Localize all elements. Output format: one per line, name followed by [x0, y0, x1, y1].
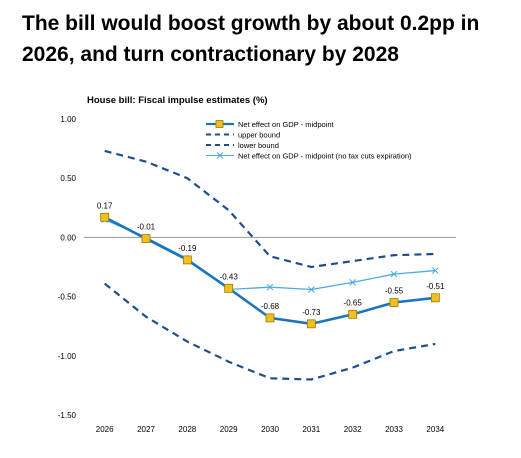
y-tick-label: -1.50 [58, 411, 77, 420]
series-layer [103, 149, 436, 381]
data-point [100, 212, 110, 222]
y-tick-label: -0.50 [58, 293, 77, 302]
x-tick-label: 2026 [96, 425, 114, 434]
legend-marker [216, 152, 224, 159]
legend-label: Net effect on GDP - midpoint (no tax cut… [238, 152, 412, 161]
series-line [104, 149, 436, 269]
data-label: -0.19 [178, 244, 197, 253]
data-label: -0.51 [426, 282, 445, 291]
data-point [307, 286, 315, 293]
legend-entry: upper bound [206, 131, 280, 140]
data-labels: 0.17 -0.01 -0.19 -0.43 -0.68 -0.73 -0.65 -0.55 -… [97, 201, 445, 317]
x-tick-label: 2027 [137, 425, 155, 434]
data-label: -0.43 [220, 272, 239, 281]
chart-title: House bill: Fiscal impulse estimates (%) [87, 95, 268, 106]
data-point [224, 283, 234, 293]
y-tick-label: -1.00 [58, 352, 77, 361]
chart-legend: Net effect on GDP - midpoint upper boundl… [206, 120, 412, 161]
series-line [103, 282, 436, 381]
data-label: -0.73 [302, 308, 321, 317]
x-axis: 2026 2027 2028 2029 2030 2031 2032 2033 2034 [96, 425, 445, 434]
legend-entry: lower bound [206, 141, 279, 150]
x-tick-label: 2030 [261, 425, 279, 434]
y-tick-label: 1.00 [60, 115, 76, 124]
data-point [141, 234, 151, 243]
y-tick-label: 0.50 [60, 174, 76, 183]
x-tick-label: 2032 [344, 425, 362, 434]
legend-entry: Net effect on GDP - midpoint (no tax cut… [206, 152, 412, 161]
x-tick-label: 2033 [385, 425, 403, 434]
x-tick-label: 2031 [302, 425, 320, 434]
x-tick-label: 2034 [426, 425, 444, 434]
data-point [431, 267, 439, 274]
chart-headline: The bill would boost growth by about 0.2… [22, 12, 480, 66]
data-label: -0.01 [137, 223, 156, 232]
legend-label: lower bound [238, 141, 279, 150]
marker-layer [100, 212, 440, 329]
legend-entry: Net effect on GDP - midpoint [206, 120, 335, 129]
data-point [390, 270, 398, 278]
data-point [182, 255, 192, 265]
data-point [348, 309, 358, 319]
legend-marker [215, 120, 224, 128]
data-label: -0.55 [385, 287, 404, 296]
data-point [265, 313, 275, 323]
x-tick-label: 2028 [178, 425, 196, 434]
data-point [349, 279, 357, 286]
data-point [430, 293, 440, 303]
x-tick-label: 2029 [220, 425, 238, 434]
data-point [306, 319, 316, 329]
data-label: 0.17 [97, 201, 113, 210]
data-point [266, 283, 274, 291]
y-tick-label: 0.00 [60, 233, 76, 242]
legend-label: upper bound [238, 131, 280, 140]
data-label: -0.65 [344, 298, 363, 307]
data-point [389, 298, 399, 307]
data-label: -0.68 [261, 302, 280, 311]
legend-label: Net effect on GDP - midpoint [238, 120, 335, 129]
y-axis: 1.00 0.50 0.00 -0.50 -1.00 -1.50 [58, 115, 77, 420]
